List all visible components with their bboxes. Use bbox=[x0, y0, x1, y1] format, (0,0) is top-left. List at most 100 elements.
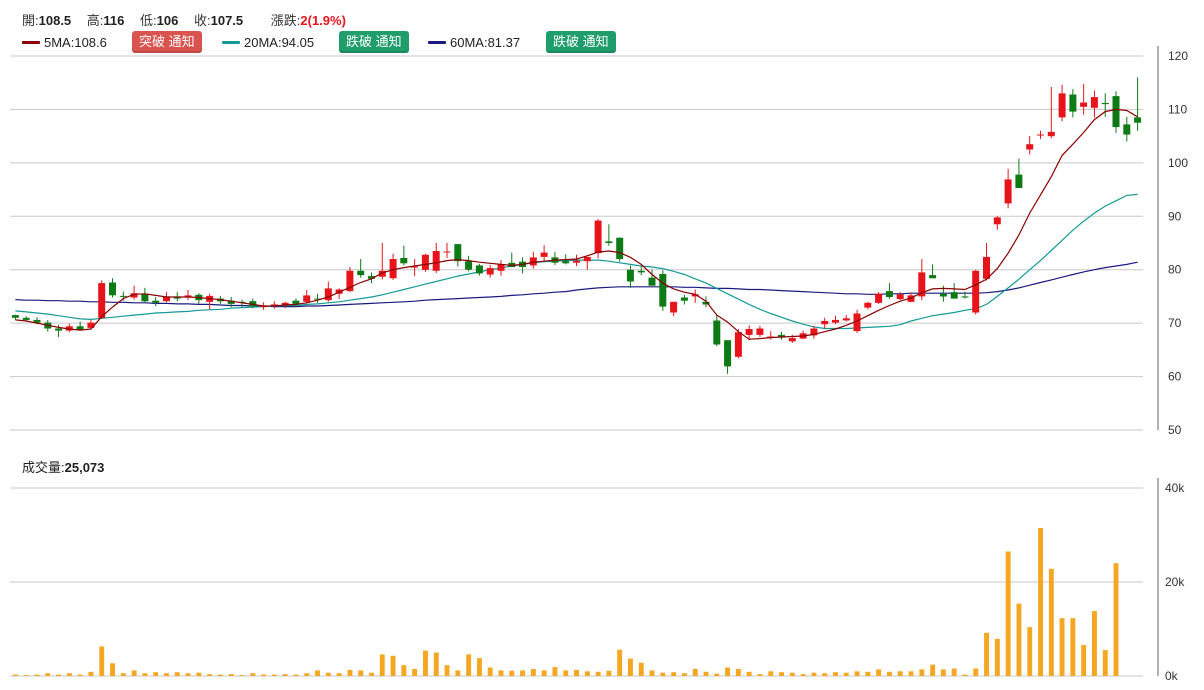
volume-bar bbox=[13, 674, 18, 676]
volume-bar bbox=[584, 671, 590, 676]
high-label: 高: bbox=[86, 13, 104, 28]
candle-body bbox=[281, 302, 289, 306]
candle-body bbox=[670, 301, 678, 313]
volume-bar bbox=[789, 672, 795, 676]
volume-bar bbox=[854, 671, 860, 676]
candle-body bbox=[292, 300, 300, 304]
volume-bar bbox=[833, 672, 838, 676]
volume-label: 成交量: bbox=[22, 460, 65, 475]
candle-body bbox=[1090, 97, 1098, 108]
volume-bar bbox=[692, 669, 698, 676]
open-label: 開: bbox=[22, 13, 39, 28]
candle-body bbox=[22, 317, 30, 320]
candle-body bbox=[227, 300, 235, 304]
candle-body bbox=[357, 270, 365, 276]
candle-body bbox=[1004, 179, 1012, 204]
candle-body bbox=[756, 328, 764, 335]
candle-body bbox=[573, 260, 580, 263]
candle-body bbox=[875, 293, 883, 303]
candle-body bbox=[1047, 131, 1055, 137]
volume-bar bbox=[1102, 650, 1108, 676]
volume-bar bbox=[951, 668, 957, 676]
volume-bar bbox=[23, 675, 29, 676]
volume-bar bbox=[261, 674, 266, 676]
ma5-legend-text: 5MA:108.6 bbox=[44, 34, 107, 50]
volume-bar bbox=[164, 673, 169, 676]
ma60-legend-text: 60MA:81.37 bbox=[450, 34, 521, 50]
candle-body bbox=[497, 264, 505, 271]
candle-body bbox=[788, 338, 796, 342]
volume-bar bbox=[887, 671, 892, 676]
candle-body bbox=[486, 268, 494, 275]
volume-bar bbox=[228, 674, 234, 676]
volume-bar bbox=[552, 667, 558, 676]
volume-bar bbox=[369, 672, 374, 676]
volume-bar bbox=[120, 673, 126, 676]
candle-body bbox=[713, 320, 721, 345]
volume-bar bbox=[682, 673, 687, 676]
candle-body bbox=[626, 269, 634, 282]
candle-body bbox=[885, 291, 893, 297]
volume-bar bbox=[703, 671, 709, 676]
candle-body bbox=[389, 259, 397, 279]
volume-bar bbox=[131, 670, 137, 676]
candle-body bbox=[152, 300, 160, 303]
candle-body bbox=[1112, 96, 1120, 128]
price-tick-label: 80 bbox=[1168, 263, 1182, 277]
candle-body bbox=[594, 220, 602, 254]
price-tick-label: 90 bbox=[1168, 209, 1182, 223]
volume-bar bbox=[34, 674, 40, 676]
ma5-breakout-notify-button[interactable]: 突破 通知 bbox=[132, 31, 202, 53]
candle-body bbox=[314, 298, 321, 300]
candle-body bbox=[605, 241, 613, 243]
volume-bar bbox=[66, 673, 72, 676]
candle-body bbox=[616, 237, 624, 260]
volume-bar bbox=[315, 670, 320, 676]
volume-bar bbox=[498, 670, 504, 676]
volume-bar bbox=[325, 672, 331, 676]
ma20-breakdown-notify-button[interactable]: 跌破 通知 bbox=[339, 31, 409, 53]
candle-body bbox=[475, 265, 483, 274]
candle-body bbox=[130, 293, 138, 298]
candle-body bbox=[87, 322, 95, 328]
open-value: 108.5 bbox=[38, 13, 72, 28]
volume-bar bbox=[455, 670, 461, 676]
volume-bar bbox=[433, 652, 439, 676]
candle-body bbox=[993, 217, 1001, 225]
candle-body bbox=[11, 315, 19, 318]
volume-bar bbox=[617, 649, 623, 676]
volume-bar bbox=[897, 671, 903, 676]
volume-bar bbox=[1038, 528, 1043, 676]
volume-bar bbox=[962, 674, 968, 676]
volume-bar bbox=[908, 671, 914, 676]
volume-bar bbox=[757, 674, 763, 676]
candle-body bbox=[864, 302, 872, 308]
volume-bar bbox=[282, 674, 288, 676]
ma60-line bbox=[15, 261, 1138, 308]
ma5-line bbox=[15, 108, 1138, 340]
candle-body bbox=[141, 293, 149, 302]
candle-body bbox=[1134, 117, 1142, 123]
volume-bar bbox=[714, 673, 720, 676]
volume-bar bbox=[574, 669, 579, 676]
volume-bar bbox=[444, 665, 450, 676]
ma60-line-swatch bbox=[428, 40, 446, 44]
volume-bar bbox=[1070, 618, 1076, 676]
volume-bar bbox=[1092, 611, 1097, 676]
volume-bar bbox=[358, 670, 364, 676]
candle-body bbox=[562, 261, 570, 264]
volume-bar bbox=[423, 650, 428, 676]
volume-bar bbox=[347, 669, 353, 676]
volume-bar bbox=[487, 667, 493, 676]
ma20-legend: 20MA:94.05 bbox=[222, 31, 314, 53]
candle-body bbox=[832, 319, 839, 323]
ma60-breakdown-notify-button[interactable]: 跌破 通知 bbox=[546, 31, 616, 53]
candle-body bbox=[659, 274, 667, 307]
volume-bar bbox=[606, 670, 612, 676]
candle-body bbox=[1123, 124, 1131, 135]
candle-body bbox=[378, 270, 386, 277]
quote-bar: 開:108.5 高:116 低:106 收:107.5 漲跌:2(1.9%) bbox=[22, 10, 346, 29]
candle-body bbox=[810, 328, 818, 336]
candle-body bbox=[702, 301, 710, 305]
volume-bar bbox=[876, 669, 882, 676]
